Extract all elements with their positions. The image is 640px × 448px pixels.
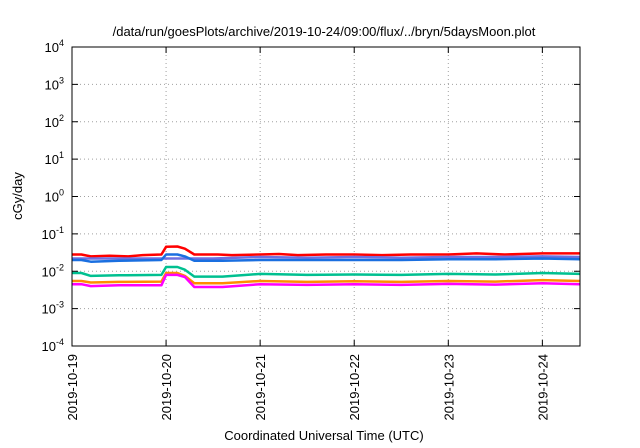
y-tick-label: 103 (45, 75, 64, 92)
series-line-3 (72, 253, 581, 263)
y-tick-exponent: 2 (59, 113, 64, 123)
series-line-6 (72, 273, 581, 289)
series-layer (72, 245, 581, 289)
series-line-5 (72, 271, 581, 285)
x-tick-label: 2019-10-22 (347, 354, 362, 421)
y-tick-exponent: -2 (56, 262, 64, 272)
y-tick-exponent: 0 (59, 188, 64, 198)
x-tick-label: 2019-10-24 (535, 354, 550, 421)
x-axis: 2019-10-19 2019-10-20 2019-10-21 2019-10-22… (65, 47, 550, 421)
y-tick-label: 100 (45, 188, 64, 205)
y-tick-label: 10-1 (42, 225, 64, 242)
y-tick-base: 10 (45, 40, 59, 55)
x-axis-label: Coordinated Universal Time (UTC) (224, 428, 423, 443)
y-tick-base: 10 (42, 339, 56, 354)
y-tick-base: 10 (45, 77, 59, 92)
x-tick-label: 2019-10-20 (159, 354, 174, 421)
y-axis-label: cGy/day (10, 172, 25, 220)
grid (72, 47, 580, 346)
y-tick-exponent: -4 (56, 337, 64, 347)
x-tick-label: 2019-10-21 (253, 354, 268, 421)
y-tick-base: 10 (45, 115, 59, 130)
series-line-1 (72, 245, 580, 258)
y-tick-base: 10 (42, 227, 56, 242)
y-tick-label: 10-3 (42, 300, 64, 317)
y-tick-label: 10-2 (42, 262, 64, 279)
series-line-4 (72, 265, 581, 278)
y-tick-base: 10 (45, 152, 59, 167)
y-tick-exponent: 3 (59, 75, 64, 85)
y-tick-exponent: -3 (56, 300, 64, 310)
y-tick-label: 10-4 (42, 337, 64, 354)
x-tick-label: 2019-10-19 (65, 354, 80, 421)
y-tick-base: 10 (45, 190, 59, 205)
series-line-2 (72, 255, 581, 260)
y-tick-base: 10 (42, 302, 56, 317)
y-tick-label: 102 (45, 113, 64, 130)
y-tick-label: 101 (45, 150, 64, 167)
x-tick-label: 2019-10-23 (441, 354, 456, 421)
y-tick-label: 104 (45, 38, 64, 55)
y-tick-exponent: -1 (56, 225, 64, 235)
y-tick-exponent: 1 (59, 150, 64, 160)
chart-title: /data/run/goesPlots/archive/2019-10-24/0… (113, 24, 536, 39)
y-tick-exponent: 4 (59, 38, 64, 48)
y-tick-base: 10 (42, 264, 56, 279)
